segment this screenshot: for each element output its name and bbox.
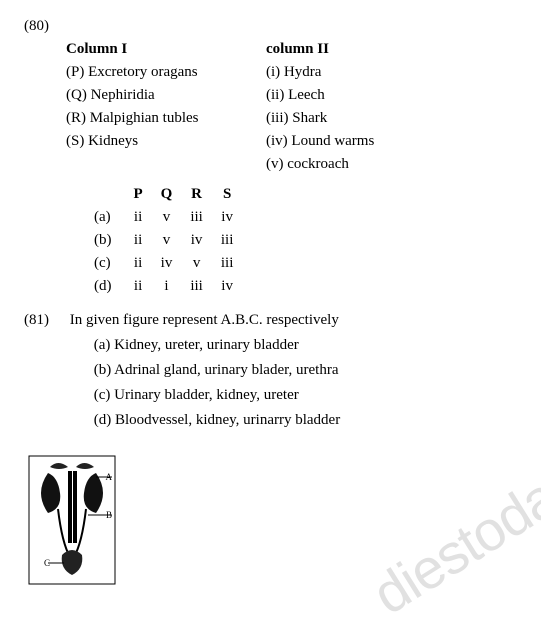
col2-item: (ii) Leech <box>266 87 446 104</box>
q81-stem: In given figure represent A.B.C. respect… <box>70 312 339 328</box>
ans-cell: v <box>190 252 221 275</box>
ans-label: (b) <box>94 229 134 252</box>
ans-label: (c) <box>94 252 134 275</box>
ans-cell: v <box>161 206 191 229</box>
q80-number: (80) <box>24 18 66 35</box>
table-row: P Q R S <box>94 183 251 206</box>
ans-head: P <box>134 183 161 206</box>
fig-label-a: A <box>106 472 113 482</box>
col1-item: (R) Malpighian tubles <box>66 110 266 127</box>
ans-label: (a) <box>94 206 134 229</box>
fig-label-b: B <box>106 510 112 520</box>
ans-cell: ii <box>134 206 161 229</box>
q81-option: (a) Kidney, ureter, urinary bladder <box>94 337 450 354</box>
ans-cell: v <box>161 229 191 252</box>
table-row: (b) ii v iv iii <box>94 229 251 252</box>
column2-head: column II <box>266 41 446 58</box>
q81-option: (d) Bloodvessel, kidney, urinarry bladde… <box>94 412 450 429</box>
ans-cell: iii <box>190 206 221 229</box>
table-row: (a) ii v iii iv <box>94 206 251 229</box>
col1-empty <box>66 156 266 173</box>
table-row: (d) ii i iii iv <box>94 275 251 298</box>
q81-option: (b) Adrinal gland, urinary blader, ureth… <box>94 362 450 379</box>
ans-cell: i <box>161 275 191 298</box>
ans-cell: iv <box>221 275 252 298</box>
ans-head: R <box>190 183 221 206</box>
col2-item: (i) Hydra <box>266 64 446 81</box>
ans-cell: iv <box>190 229 221 252</box>
q80-columns: Column I column II (P) Excretory oragans… <box>66 41 517 173</box>
column1-head: Column I <box>66 41 266 58</box>
ans-cell: iii <box>190 275 221 298</box>
ans-cell: iii <box>221 229 252 252</box>
ans-head: S <box>221 183 252 206</box>
col2-item: (iii) Shark <box>266 110 446 127</box>
q80-answer-table: P Q R S (a) ii v iii iv (b) ii v iv iii … <box>94 183 251 298</box>
table-row: (c) ii iv v iii <box>94 252 251 275</box>
fig-label-c: C <box>44 558 50 568</box>
kidney-diagram-icon: A B C <box>28 455 116 585</box>
ans-head: Q <box>161 183 191 206</box>
ans-cell: iii <box>221 252 252 275</box>
ans-cell: ii <box>134 252 161 275</box>
col1-item: (S) Kidneys <box>66 133 266 150</box>
question-81: (81) In given figure represent A.B.C. re… <box>24 312 517 590</box>
ans-cell: iv <box>161 252 191 275</box>
anatomy-figure: A B C <box>28 455 116 590</box>
ans-label: (d) <box>94 275 134 298</box>
ans-cell: ii <box>134 275 161 298</box>
col2-item: (iv) Lound warms <box>266 133 446 150</box>
q81-option: (c) Urinary bladder, kidney, ureter <box>94 387 450 404</box>
col1-item: (Q) Nephiridia <box>66 87 266 104</box>
col1-item: (P) Excretory oragans <box>66 64 266 81</box>
question-80: (80) <box>24 18 517 35</box>
q81-number: (81) <box>24 312 66 329</box>
col2-item: (v) cockroach <box>266 156 446 173</box>
ans-cell: ii <box>134 229 161 252</box>
ans-cell: iv <box>221 206 252 229</box>
